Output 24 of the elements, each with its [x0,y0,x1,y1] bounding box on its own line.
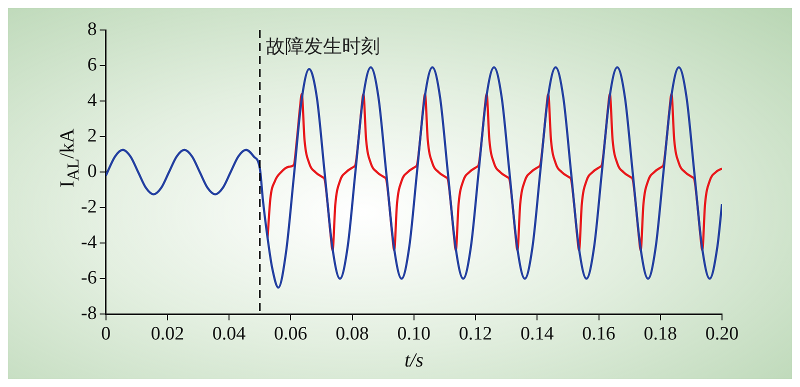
x-tick-label: 0.20 [705,324,739,345]
y-tick-label: -8 [81,303,97,324]
line-series [106,66,722,289]
y-tick-label: -4 [81,232,98,254]
y-tick-label: -6 [81,268,97,289]
x-tick-label: 0.18 [644,324,678,345]
x-tick-label: 0.16 [582,324,616,345]
x-tick-label: 0.08 [336,324,369,345]
x-tick-label: 0.14 [520,324,554,345]
y-tick-label: 4 [87,90,98,112]
x-axis-title: t/s [404,349,424,372]
x-tick-label: 0.02 [150,324,184,345]
x-tick-label: 0.10 [397,324,431,345]
y-tick-label: 8 [87,18,97,40]
y-tick-label: 6 [87,54,97,76]
y-tick-label: 0 [87,161,97,182]
x-tick-label: 0 [101,324,111,345]
y-tick-label: 2 [87,126,97,147]
y-tick-label: -2 [81,196,97,218]
x-tick-label: 0.06 [274,324,308,345]
x-tick-label: 0.04 [212,324,246,345]
ref-line-label: 故障发生时刻 [266,35,380,58]
x-tick-label: 0.12 [458,324,492,345]
line-series [266,92,722,252]
